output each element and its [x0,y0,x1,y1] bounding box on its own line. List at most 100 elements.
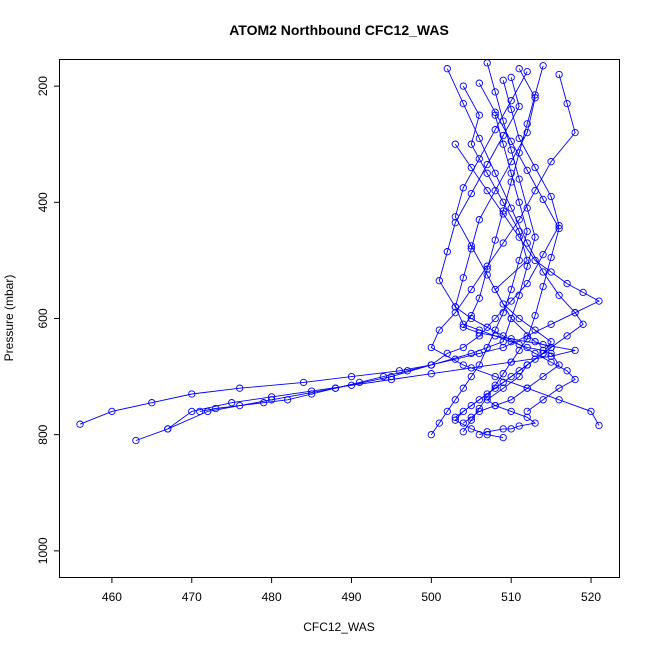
data-point [515,314,523,323]
data-point [475,361,483,369]
data-point [499,433,507,442]
chart-title: ATOM2 Northbound CFC12_WAS [229,22,449,38]
data-point [579,320,587,328]
data-point [499,140,507,148]
data-point [459,99,467,108]
data-point [299,378,308,387]
data-point [523,407,531,416]
data-point [188,390,196,398]
data-point [563,279,571,288]
y-axis: 200 400 600 800 1000 [36,76,60,564]
data-point [499,378,507,387]
series-3 [76,76,563,428]
data-point [507,169,515,177]
data-point [507,407,515,416]
data-point [443,248,451,256]
data-point [491,169,499,177]
data-point [507,297,515,305]
data-point [483,187,491,195]
data-point [475,79,483,87]
data-point [539,349,547,358]
data-point [483,169,491,177]
data-point [459,323,467,331]
x-tick-label: 470 [182,590,202,604]
data-point [76,420,84,428]
data-point [499,309,507,317]
data-point [547,158,555,166]
data-point [507,178,515,186]
data-point [539,195,547,204]
data-point [443,407,451,416]
data-point [459,407,467,416]
data-point [467,189,475,198]
data-point [347,372,356,381]
data-point [459,184,467,192]
data-point [499,343,507,352]
data-point [515,340,523,349]
series-line [430,115,528,435]
data-point [475,155,483,163]
data-point [467,364,475,372]
data-point [539,396,547,404]
data-point [507,204,515,212]
data-point [579,288,587,297]
data-point [523,413,531,421]
data-point [467,140,475,148]
data-point [451,309,459,317]
data-point [571,346,579,355]
data-point [515,134,523,143]
data-point [443,65,451,73]
data-point [523,256,531,265]
data-point [507,97,515,105]
data-point [483,160,491,169]
data-point [108,407,116,416]
data-point [523,384,531,392]
data-point [132,436,140,445]
data-point [499,338,507,346]
data-point [547,192,555,201]
data-point [539,250,547,259]
data-point [539,340,547,349]
data-point [499,198,507,206]
data-point [547,352,555,360]
data-point [164,425,172,433]
data-point [499,370,507,378]
series-12 [435,73,579,416]
data-point [451,416,459,424]
data-point [531,91,539,99]
data-point [507,285,515,294]
data-point [427,361,435,369]
x-axis: 460 470 480 490 500 510 520 [102,577,601,604]
data-point [515,227,523,236]
data-point [403,367,412,375]
y-axis-label: Pressure (mbar) [2,275,16,362]
data-point [467,349,475,358]
data-point [459,82,467,90]
data-point [547,338,555,346]
data-point [475,216,483,224]
data-point [523,361,531,369]
data-point [499,384,507,392]
data-point [491,126,499,134]
data-point [499,207,507,215]
data-point [507,137,515,145]
data-point [427,431,435,439]
data-point [507,358,515,366]
x-tick-label: 490 [341,590,361,604]
data-point [507,425,515,433]
data-point [515,256,523,265]
data-point [547,320,555,328]
data-point [523,120,531,128]
data-point [459,361,467,369]
data-point [435,326,443,334]
y-tick-label: 800 [36,424,50,444]
data-point [531,349,539,358]
data-point [523,67,531,76]
data-point [547,268,555,276]
data-point [491,285,499,294]
data-point [475,294,483,302]
x-tick-label: 510 [501,590,521,604]
data-point [483,265,491,273]
data-point [555,224,563,233]
